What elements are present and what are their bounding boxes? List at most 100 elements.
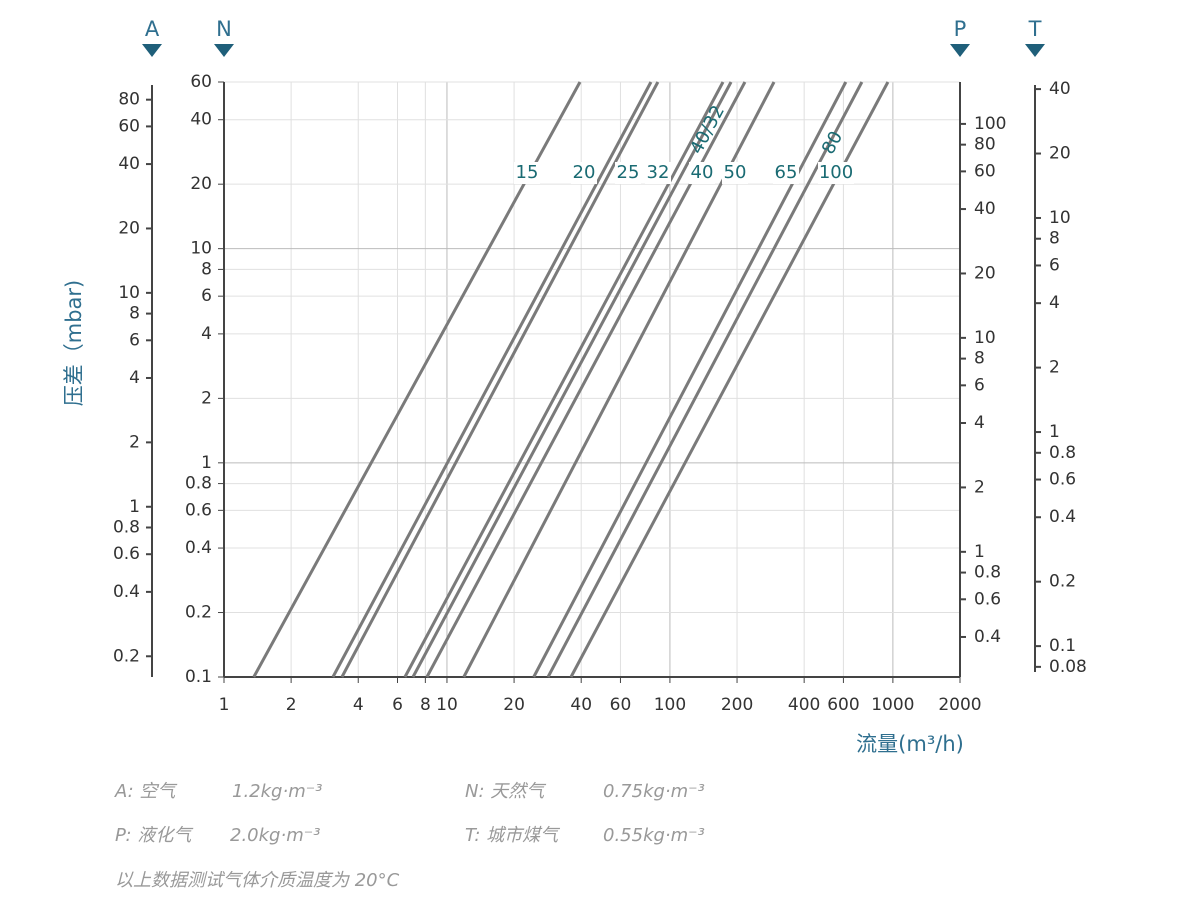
y-tick-label: 0.6 xyxy=(113,544,140,564)
y-tick-label: 40 xyxy=(190,110,212,130)
y-tick-label: 6 xyxy=(129,330,140,350)
flow-line xyxy=(403,81,725,678)
y-tick-label: 0.4 xyxy=(974,627,1001,647)
y-tick-label: 1 xyxy=(201,453,212,473)
note-gas: A: 空气 xyxy=(114,781,177,802)
y-tick-label: 8 xyxy=(1049,229,1060,249)
label-bg xyxy=(615,162,641,184)
x-axis-title: 流量(m³/h) xyxy=(856,732,964,756)
x-tick-label: 2000 xyxy=(938,695,981,715)
y-tick-label: 4 xyxy=(201,324,212,344)
line-label: 40/32 xyxy=(686,102,729,158)
line-label: 80 xyxy=(818,128,847,158)
x-tick-label: 400 xyxy=(788,695,820,715)
line-label: 65 xyxy=(775,162,798,183)
y-tick-label: 10 xyxy=(118,283,140,303)
label-bg xyxy=(722,162,748,184)
y-tick-label: 6 xyxy=(974,375,985,395)
y-tick-label: 20 xyxy=(190,174,212,194)
line-label: 40 xyxy=(691,162,714,183)
x-tick-label: 1 xyxy=(219,695,230,715)
y-tick-label: 10 xyxy=(974,328,996,348)
y-tick-label: 2 xyxy=(1049,358,1060,378)
line-label: 32 xyxy=(647,162,670,183)
y-tick-label: 80 xyxy=(118,90,140,110)
y-tick-label: 80 xyxy=(974,135,996,155)
note-gas: T: 城市煤气 xyxy=(465,825,560,846)
flow-line xyxy=(331,81,653,678)
y-tick-label: 1 xyxy=(129,497,140,517)
axis-marker xyxy=(214,44,234,57)
note-gas: P: 液化气 xyxy=(115,825,193,846)
y-tick-label: 20 xyxy=(118,218,140,238)
y-tick-label: 2 xyxy=(201,388,212,408)
y-tick-label: 0.1 xyxy=(185,667,212,687)
axis-marker xyxy=(950,44,970,57)
y-tick-label: 0.8 xyxy=(185,474,212,494)
y-tick-label: 0.2 xyxy=(113,646,140,666)
x-tick-label: 200 xyxy=(721,695,753,715)
y-tick-label: 0.6 xyxy=(974,589,1001,609)
y-tick-label: 0.4 xyxy=(113,582,140,602)
y-tick-label: 10 xyxy=(1049,208,1071,228)
y-tick-label: 0.6 xyxy=(185,500,212,520)
y-tick-label: 40 xyxy=(1049,79,1071,99)
line-label: 20 xyxy=(573,162,596,183)
label-bg xyxy=(689,162,715,184)
note-density: 1.2kg·m⁻³ xyxy=(232,781,322,802)
y-tick-label: 1 xyxy=(1049,422,1060,442)
axis-name: N xyxy=(216,17,232,41)
y-tick-label: 60 xyxy=(190,72,212,92)
y-tick-label: 40 xyxy=(118,154,140,174)
label-bg xyxy=(773,162,799,184)
y-tick-label: 4 xyxy=(1049,293,1060,313)
x-tick-label: 20 xyxy=(503,695,525,715)
y-tick-label: 4 xyxy=(129,368,140,388)
x-tick-label: 8 xyxy=(420,695,431,715)
y-tick-label: 0.8 xyxy=(113,517,140,537)
y-tick-label: 4 xyxy=(974,413,985,433)
axis-name: A xyxy=(145,17,160,41)
y-tick-label: 0.2 xyxy=(1049,572,1076,592)
y-tick-label: 8 xyxy=(974,349,985,369)
label-bg xyxy=(818,162,854,184)
label-bg xyxy=(645,162,671,184)
y-tick-label: 0.4 xyxy=(1049,507,1076,527)
y-tick-label: 10 xyxy=(190,239,212,259)
x-tick-label: 4 xyxy=(353,695,364,715)
line-label: 25 xyxy=(617,162,640,183)
x-tick-label: 6 xyxy=(392,695,403,715)
y-tick-label: 2 xyxy=(129,432,140,452)
note-density: 0.55kg·m⁻³ xyxy=(603,825,705,846)
y-axis-title: 压差（mbar) xyxy=(62,280,86,406)
x-tick-label: 2 xyxy=(286,695,297,715)
axis-marker xyxy=(1025,44,1045,57)
y-tick-label: 0.6 xyxy=(1049,470,1076,490)
y-tick-label: 0.1 xyxy=(1049,636,1076,656)
x-tick-label: 40 xyxy=(570,695,592,715)
y-tick-label: 20 xyxy=(974,263,996,283)
x-tick-label: 100 xyxy=(654,695,686,715)
footnote: 以上数据测试气体介质温度为 20°C xyxy=(115,870,400,891)
y-tick-label: 0.2 xyxy=(185,603,212,623)
label-bg xyxy=(571,162,597,184)
label-bg xyxy=(514,162,540,184)
y-tick-label: 20 xyxy=(1049,144,1071,164)
y-tick-label: 0.08 xyxy=(1049,657,1087,677)
y-tick-label: 0.8 xyxy=(974,563,1001,583)
y-tick-label: 1 xyxy=(974,542,985,562)
x-tick-label: 600 xyxy=(827,695,859,715)
y-tick-label: 8 xyxy=(201,259,212,279)
y-tick-label: 40 xyxy=(974,199,996,219)
x-tick-label: 60 xyxy=(610,695,632,715)
y-tick-label: 6 xyxy=(201,286,212,306)
note-density: 2.0kg·m⁻³ xyxy=(230,825,320,846)
line-label: 50 xyxy=(724,162,747,183)
y-tick-label: 6 xyxy=(1049,255,1060,275)
flow-line xyxy=(411,81,733,678)
note-density: 0.75kg·m⁻³ xyxy=(603,781,705,802)
line-label: 100 xyxy=(819,162,853,183)
flow-line xyxy=(546,81,864,678)
